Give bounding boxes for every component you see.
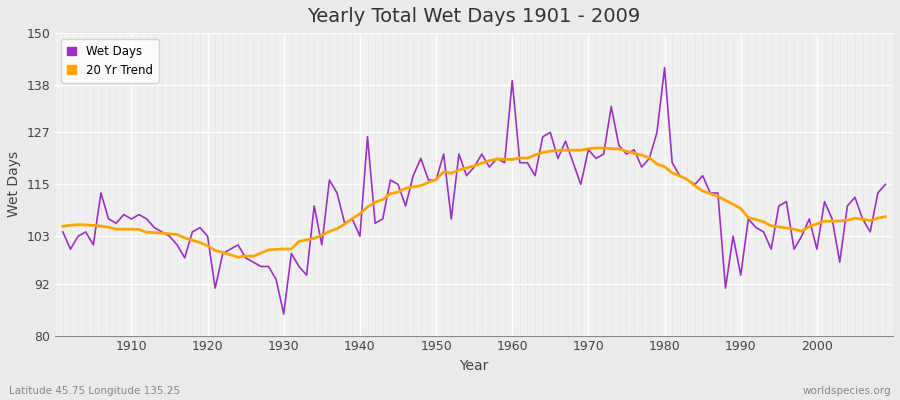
Wet Days [58, 230, 68, 234]
Wet Days [119, 212, 130, 217]
Wet Days [659, 65, 670, 70]
X-axis label: Year: Year [460, 359, 489, 373]
20 Yr Trend [880, 214, 891, 219]
Wet Days [293, 264, 304, 269]
20 Yr Trend [58, 224, 68, 229]
20 Yr Trend [590, 146, 601, 150]
20 Yr Trend [339, 222, 350, 226]
Title: Yearly Total Wet Days 1901 - 2009: Yearly Total Wet Days 1901 - 2009 [308, 7, 641, 26]
20 Yr Trend [119, 227, 130, 232]
Wet Days [606, 104, 616, 109]
20 Yr Trend [515, 156, 526, 160]
Y-axis label: Wet Days: Wet Days [7, 151, 21, 218]
Legend: Wet Days, 20 Yr Trend: Wet Days, 20 Yr Trend [61, 39, 158, 83]
20 Yr Trend [614, 146, 625, 151]
Wet Days [507, 78, 517, 83]
Wet Days [339, 221, 350, 226]
20 Yr Trend [232, 255, 243, 260]
20 Yr Trend [507, 157, 517, 162]
Text: worldspecies.org: worldspecies.org [803, 386, 891, 396]
Wet Days [278, 312, 289, 316]
Wet Days [515, 160, 526, 165]
20 Yr Trend [293, 239, 304, 244]
Line: Wet Days: Wet Days [63, 68, 886, 314]
Wet Days [880, 182, 891, 187]
Text: Latitude 45.75 Longitude 135.25: Latitude 45.75 Longitude 135.25 [9, 386, 180, 396]
Line: 20 Yr Trend: 20 Yr Trend [63, 148, 886, 257]
